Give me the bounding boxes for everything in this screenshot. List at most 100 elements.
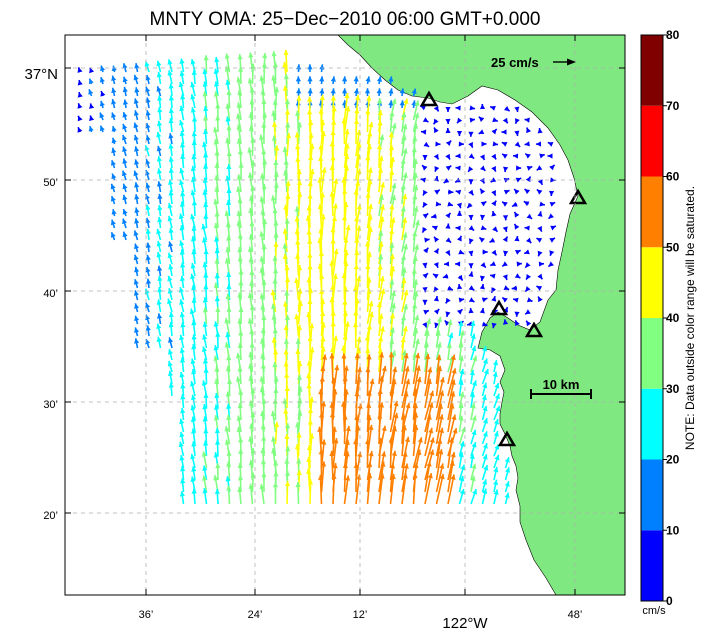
current-vector-head <box>237 318 243 324</box>
current-vector-head <box>342 414 348 420</box>
current-vector-head <box>457 309 463 315</box>
current-vector-head <box>248 375 254 381</box>
current-vector-head <box>494 454 500 461</box>
current-vector-head <box>318 449 324 455</box>
current-vector-head <box>225 137 231 144</box>
current-vector-head <box>260 459 267 465</box>
current-vector-head <box>377 167 384 173</box>
current-vector-head <box>296 324 303 330</box>
current-vector-head <box>468 131 474 137</box>
current-vector-head <box>468 238 474 244</box>
current-vector-head <box>247 78 253 84</box>
current-vector-head <box>317 426 323 432</box>
current-vector-field <box>77 49 557 505</box>
current-vector-head <box>307 407 314 414</box>
current-vector-head <box>179 130 185 137</box>
current-vector-head <box>537 211 543 217</box>
current-vector <box>331 412 334 445</box>
current-vector-head <box>367 461 373 468</box>
current-vector-head <box>548 190 555 196</box>
current-vector-head <box>493 479 499 486</box>
current-vector-head <box>145 135 151 141</box>
current-vector-head <box>260 447 266 454</box>
current-vector-head <box>189 381 196 387</box>
current-vector-head <box>423 189 428 196</box>
current-vector-head <box>226 164 232 170</box>
current-vector-head <box>145 302 151 309</box>
current-vector-head <box>538 296 543 303</box>
current-vector-head <box>412 194 418 200</box>
current-vector-head <box>224 66 230 72</box>
current-vector-head <box>262 159 268 165</box>
current-vector-head <box>122 134 127 141</box>
current-vector-head <box>480 188 486 195</box>
current-vector-head <box>459 368 465 375</box>
scale-bar-label: 10 km <box>543 377 580 392</box>
current-vector-head <box>282 170 289 176</box>
current-vector-head <box>399 88 405 94</box>
current-vector-head <box>389 313 396 319</box>
current-vector-head <box>110 232 116 238</box>
current-vector-head <box>468 263 474 269</box>
current-vector-head <box>356 142 362 148</box>
current-vector-head <box>214 211 220 217</box>
current-vector-head <box>401 112 407 118</box>
current-vector-head <box>422 165 428 171</box>
current-vector-head <box>377 388 383 394</box>
current-vector-head <box>493 489 499 495</box>
current-vector-head <box>417 437 423 443</box>
current-vector-head <box>412 255 418 262</box>
current-vector-head <box>191 140 197 146</box>
current-vector-head <box>225 476 231 482</box>
current-vector-head <box>470 475 476 482</box>
current-vector-head <box>168 156 174 162</box>
current-vector-head <box>380 461 386 467</box>
current-vector-head <box>180 190 186 197</box>
current-vector-head <box>122 76 128 83</box>
current-vector-head <box>320 214 326 220</box>
current-vector-head <box>354 237 360 243</box>
current-vector-head <box>442 273 449 279</box>
current-vector-head <box>376 301 383 308</box>
current-vector-head <box>167 215 173 222</box>
current-vector-head <box>284 470 291 476</box>
current-vector-head <box>479 177 485 184</box>
frame-ticks <box>65 35 625 595</box>
current-vector-head <box>307 287 314 293</box>
current-vector-head <box>225 391 231 397</box>
current-vector-head <box>262 218 268 225</box>
current-vector-head <box>261 183 267 189</box>
current-vector-head <box>179 371 185 378</box>
current-vector-head <box>366 390 372 396</box>
current-vector-head <box>471 380 477 386</box>
current-vector <box>424 437 435 469</box>
current-vector-head <box>423 247 429 254</box>
current-vector-head <box>226 355 232 361</box>
lon-label-122w: 122°W <box>442 615 488 632</box>
current-vector-head <box>134 315 140 322</box>
current-vector-head <box>391 98 397 105</box>
current-vector-head <box>526 165 533 171</box>
current-vector-head <box>157 204 163 211</box>
radar-station-marker <box>568 188 588 205</box>
current-vector-head <box>470 320 476 327</box>
current-vector-head <box>191 334 197 340</box>
current-vector-head <box>450 474 456 480</box>
current-vector-head <box>156 168 162 174</box>
current-vector-head <box>203 202 209 208</box>
current-vector <box>366 473 371 505</box>
current-vector-head <box>482 488 488 494</box>
current-vector-head <box>549 201 556 207</box>
current-vector-head <box>248 234 254 240</box>
current-vector-head <box>536 238 543 243</box>
current-vector-head <box>157 107 163 113</box>
current-vector-head <box>368 311 374 318</box>
current-vector-head <box>235 352 242 359</box>
current-vector-head <box>306 360 312 366</box>
current-vector-head <box>400 158 406 164</box>
current-vector-head <box>203 367 209 373</box>
current-vector-head <box>273 471 279 477</box>
current-vector-head <box>260 304 266 310</box>
current-vector-head <box>403 463 409 469</box>
current-vector-head <box>247 172 254 178</box>
